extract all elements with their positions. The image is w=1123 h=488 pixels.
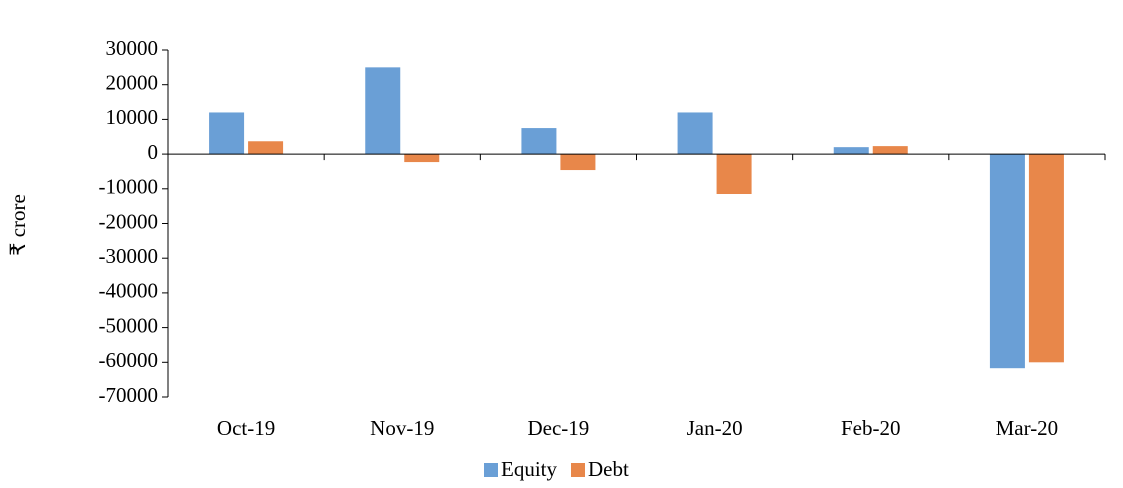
y-tick-label: -30000 <box>99 244 159 268</box>
y-tick-label: -40000 <box>99 279 159 303</box>
y-tick-label: -50000 <box>99 313 159 337</box>
bar <box>209 112 245 155</box>
x-tick-label: Nov-19 <box>370 416 434 440</box>
bar <box>872 146 908 155</box>
bar <box>716 154 752 195</box>
legend-label: Debt <box>588 457 629 481</box>
bar <box>989 154 1025 369</box>
bar <box>677 112 713 155</box>
y-tick-label: 20000 <box>106 71 159 95</box>
x-tick-label: Feb-20 <box>841 416 901 440</box>
bar <box>521 128 557 155</box>
y-tick-label: -20000 <box>99 209 159 233</box>
bar <box>560 154 596 171</box>
bar <box>248 141 284 155</box>
y-tick-label: -10000 <box>99 175 159 199</box>
legend-swatch <box>484 463 498 477</box>
x-tick-label: Oct-19 <box>217 416 275 440</box>
y-tick-label: 0 <box>148 140 159 164</box>
y-tick-label: 10000 <box>106 105 159 129</box>
y-tick-label: -70000 <box>99 383 159 407</box>
y-tick-label: 30000 <box>106 36 159 60</box>
legend-swatch <box>571 463 585 477</box>
x-tick-label: Mar-20 <box>996 416 1059 440</box>
bar <box>1028 154 1064 363</box>
x-tick-label: Jan-20 <box>687 416 743 440</box>
bar <box>365 67 401 155</box>
bar <box>404 154 440 163</box>
legend-label: Equity <box>501 457 557 481</box>
x-tick-label: Dec-19 <box>528 416 590 440</box>
bar <box>833 147 869 155</box>
y-axis-label: ₹ crore <box>6 194 30 256</box>
y-tick-label: -60000 <box>99 348 159 372</box>
